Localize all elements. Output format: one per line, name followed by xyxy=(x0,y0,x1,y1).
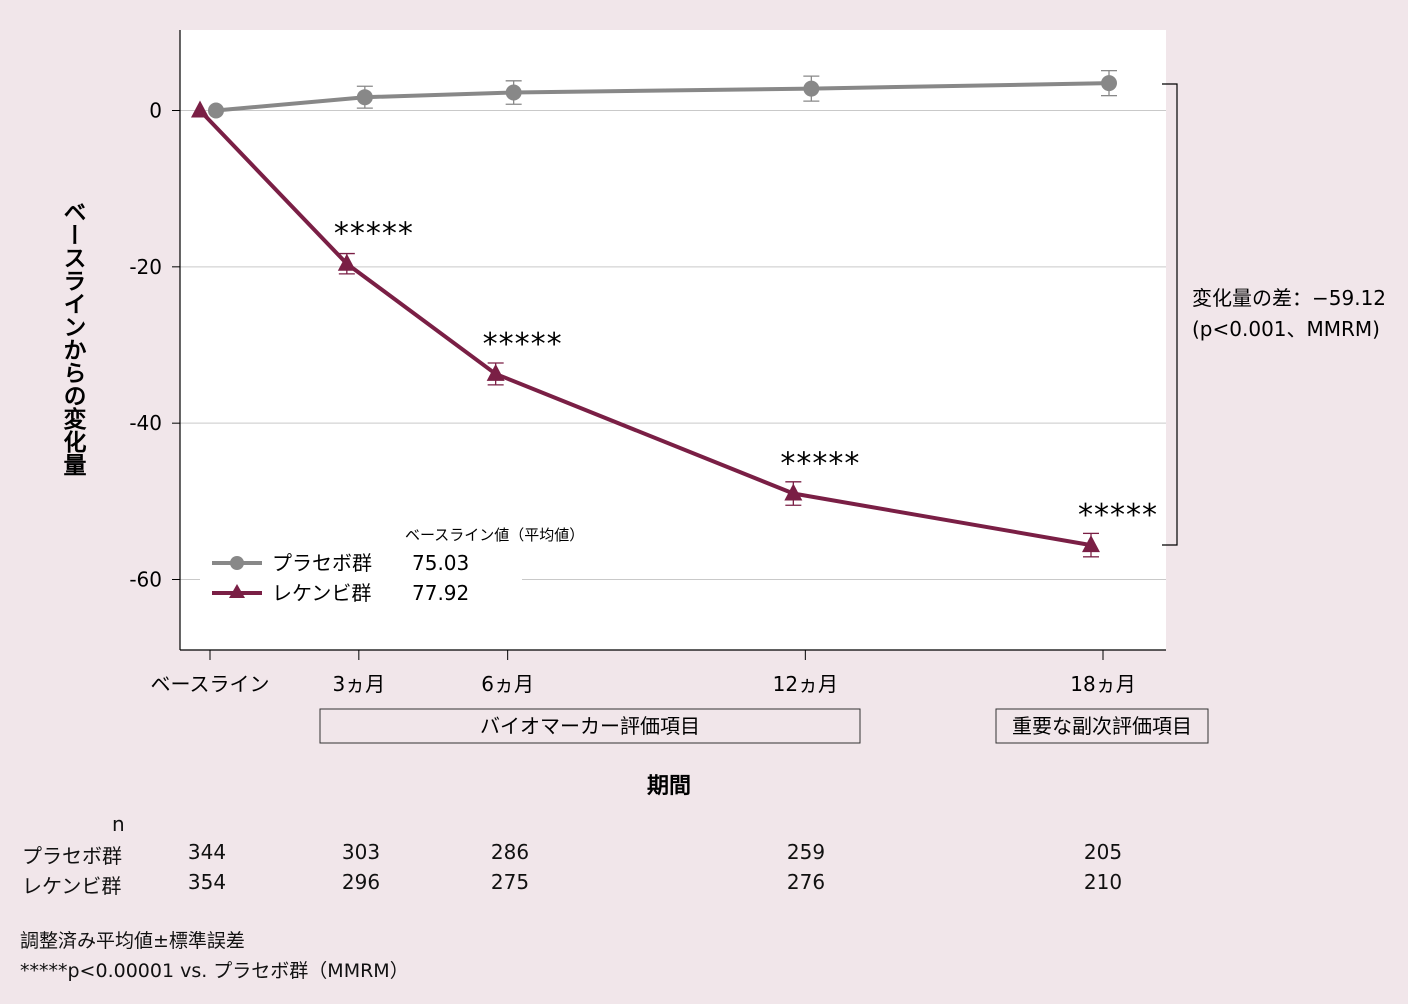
y-tick-labels: 0 -20 -40 -60 xyxy=(129,99,162,592)
difference-pvalue: (p<0.001、MMRM) xyxy=(1192,317,1380,341)
legend-placebo-name: プラセボ群 xyxy=(272,551,372,575)
x-tick-label: 6ヵ月 xyxy=(481,672,534,696)
n-cell: 275 xyxy=(490,870,530,894)
data-point xyxy=(337,253,356,271)
legend-item-leqembi: レケンビ群 77.92 xyxy=(212,581,469,605)
y-tick-label: -20 xyxy=(129,255,162,279)
secondary-endpoint-label: 重要な副次評価項目 xyxy=(1012,714,1192,738)
difference-bracket xyxy=(1162,83,1178,546)
significance-label: ***** xyxy=(334,217,414,252)
difference-label: 変化量の差：−59.12 xyxy=(1192,286,1386,310)
series-placebo xyxy=(208,69,1117,119)
legend-placebo-marker xyxy=(230,556,244,570)
n-cell: 259 xyxy=(786,840,826,864)
biomarker-endpoint-label: バイオマーカー評価項目 xyxy=(480,714,700,738)
x-tick-label: 12ヵ月 xyxy=(773,672,838,696)
legend-title: ベースライン値（平均値） xyxy=(405,526,584,544)
n-row-placebo: プラセボ群 344 303 286 259 205 xyxy=(0,840,1408,868)
y-tick-label: -60 xyxy=(129,568,162,592)
x-tick-label: 18ヵ月 xyxy=(1070,672,1135,696)
x-axis-label: 期間 xyxy=(647,774,691,799)
legend-leqembi-baseline: 77.92 xyxy=(412,581,469,605)
series-leqembi xyxy=(191,100,1100,558)
legend-leqembi-marker xyxy=(229,584,245,598)
axes xyxy=(172,30,1166,660)
x-tick-label: ベースライン xyxy=(151,672,270,696)
n-header: n xyxy=(112,812,125,836)
n-row-group: プラセボ群 xyxy=(22,844,122,868)
n-cell: 354 xyxy=(187,870,227,894)
n-row-group: レケンビ群 xyxy=(22,874,122,898)
n-cell: 296 xyxy=(341,870,381,894)
n-cell: 303 xyxy=(341,840,381,864)
data-point xyxy=(191,100,209,118)
series-layer xyxy=(191,69,1117,558)
n-cell: 210 xyxy=(1083,870,1123,894)
y-tick-label: -40 xyxy=(129,411,162,435)
n-cell: 276 xyxy=(786,870,826,894)
footnote-adjusted-mean: 調整済み平均値±標準誤差 xyxy=(20,930,245,952)
y-tick-label: 0 xyxy=(149,99,162,123)
secondary-endpoint-box: 重要な副次評価項目 xyxy=(995,708,1209,744)
x-tick-labels: ベースライン 3ヵ月 6ヵ月 12ヵ月 18ヵ月 xyxy=(151,672,1136,696)
data-point xyxy=(803,80,820,97)
n-cell: 344 xyxy=(187,840,227,864)
n-cell: 286 xyxy=(490,840,530,864)
significance-label: ***** xyxy=(483,327,563,362)
x-tick-label: 3ヵ月 xyxy=(332,672,385,696)
data-point xyxy=(505,84,522,101)
footnote-significance: *****p<0.00001 vs. プラセボ群（MMRM） xyxy=(20,960,409,982)
legend-leqembi-name: レケンビ群 xyxy=(272,581,371,605)
biomarker-endpoint-box: バイオマーカー評価項目 xyxy=(319,708,861,744)
line-chart: 0-20-40-60 ベースライン 3ヵ月 6ヵ月 12ヵ月 18ヵ月 ********… xyxy=(59,30,1386,799)
data-point xyxy=(784,483,803,501)
legend-placebo-baseline: 75.03 xyxy=(412,551,469,575)
significance-labels: ***** ***** ***** ***** xyxy=(334,217,1158,533)
y-axis-label: ベースラインからの変化量 xyxy=(59,200,87,476)
legend-item-placebo: プラセボ群 75.03 xyxy=(212,551,469,575)
n-row-leqembi: レケンビ群 354 296 275 276 210 xyxy=(0,870,1408,898)
significance-label: ***** xyxy=(780,447,860,482)
data-point xyxy=(208,102,224,119)
significance-label: ***** xyxy=(1078,498,1158,533)
data-point xyxy=(356,89,373,106)
n-cell: 205 xyxy=(1083,840,1123,864)
data-point xyxy=(1101,75,1117,92)
data-point xyxy=(486,363,505,381)
data-point xyxy=(1082,535,1100,553)
